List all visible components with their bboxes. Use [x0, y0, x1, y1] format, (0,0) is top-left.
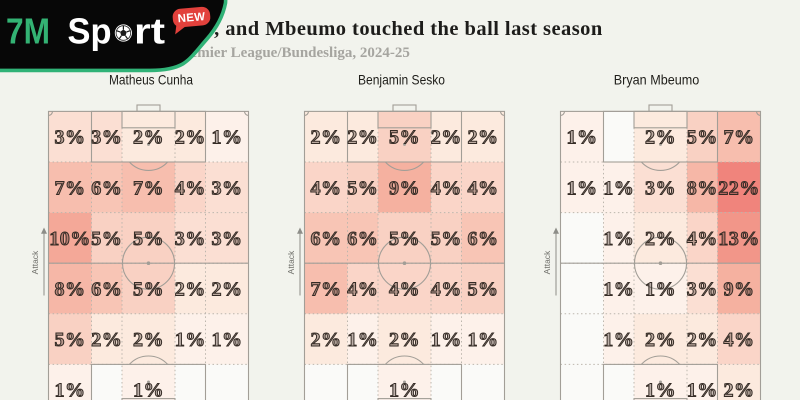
svg-text:2%: 2%: [389, 329, 420, 351]
svg-text:2%: 2%: [311, 329, 342, 351]
svg-text:2%: 2%: [175, 279, 206, 301]
svg-text:3%: 3%: [212, 177, 243, 199]
svg-text:rt: rt: [134, 11, 165, 52]
svg-text:5%: 5%: [468, 279, 499, 301]
svg-text:4%: 4%: [431, 177, 462, 199]
svg-text:1%: 1%: [603, 279, 634, 301]
svg-text:2%: 2%: [347, 127, 378, 149]
svg-text:2%: 2%: [687, 329, 718, 351]
svg-text:1%: 1%: [212, 127, 243, 149]
svg-text:2%: 2%: [431, 127, 462, 149]
svg-text:Attack: Attack: [542, 250, 552, 274]
svg-text:8%: 8%: [687, 177, 718, 199]
svg-text:4%: 4%: [175, 177, 206, 199]
svg-text:5%: 5%: [389, 127, 420, 149]
svg-text:1%: 1%: [603, 329, 634, 351]
svg-text:2%: 2%: [468, 127, 499, 149]
svg-text:1%: 1%: [55, 380, 86, 400]
svg-text:6%: 6%: [91, 279, 122, 301]
svg-text:5%: 5%: [91, 228, 122, 250]
svg-text:NEW: NEW: [177, 11, 206, 25]
svg-text:3%: 3%: [175, 228, 206, 250]
svg-text:Bryan Mbeumo: Bryan Mbeumo: [614, 73, 700, 88]
svg-text:Sp: Sp: [68, 11, 112, 52]
svg-text:7M: 7M: [6, 11, 50, 52]
svg-text:2%: 2%: [133, 127, 164, 149]
svg-text:Attack: Attack: [30, 250, 40, 274]
svg-text:7%: 7%: [133, 177, 164, 199]
svg-text:Benjamin Sesko: Benjamin Sesko: [358, 73, 445, 88]
svg-text:9%: 9%: [724, 279, 755, 301]
svg-text:Attack: Attack: [286, 250, 296, 274]
svg-text:5%: 5%: [347, 177, 378, 199]
svg-text:2%: 2%: [724, 380, 755, 400]
svg-text:5%: 5%: [133, 279, 164, 301]
svg-text:1%: 1%: [603, 228, 634, 250]
svg-text:4%: 4%: [687, 228, 718, 250]
svg-text:2%: 2%: [311, 127, 342, 149]
svg-text:6%: 6%: [468, 228, 499, 250]
svg-text:2%: 2%: [645, 228, 676, 250]
svg-text:2%: 2%: [133, 329, 164, 351]
svg-text:1%: 1%: [567, 127, 598, 149]
svg-text:Matheus Cunha: Matheus Cunha: [109, 73, 193, 88]
svg-text:1%: 1%: [389, 380, 420, 400]
svg-text:1%: 1%: [645, 380, 676, 400]
svg-text:6%: 6%: [91, 177, 122, 199]
svg-text:2%: 2%: [175, 127, 206, 149]
svg-text:5%: 5%: [389, 228, 420, 250]
svg-text:3%: 3%: [91, 127, 122, 149]
svg-text:1%: 1%: [645, 279, 676, 301]
svg-text:1%: 1%: [133, 380, 164, 400]
svg-text:4%: 4%: [389, 279, 420, 301]
svg-text:1%: 1%: [567, 177, 598, 199]
svg-text:6%: 6%: [347, 228, 378, 250]
svg-text:1%: 1%: [212, 329, 243, 351]
svg-text:3%: 3%: [212, 228, 243, 250]
svg-text:6%: 6%: [311, 228, 342, 250]
svg-text:10%: 10%: [49, 228, 91, 250]
svg-text:2%: 2%: [645, 329, 676, 351]
svg-text:3%: 3%: [687, 279, 718, 301]
svg-text:5%: 5%: [431, 228, 462, 250]
svg-text:4%: 4%: [347, 279, 378, 301]
svg-text:7%: 7%: [724, 127, 755, 149]
svg-text:4%: 4%: [724, 329, 755, 351]
svg-text:1%: 1%: [431, 329, 462, 351]
svg-text:5%: 5%: [687, 127, 718, 149]
svg-text:4%: 4%: [431, 279, 462, 301]
svg-text:13%: 13%: [718, 228, 760, 250]
svg-text:7%: 7%: [311, 279, 342, 301]
svg-text:7%: 7%: [55, 177, 86, 199]
svg-text:2%: 2%: [645, 127, 676, 149]
svg-text:1%: 1%: [175, 329, 206, 351]
svg-text:1%: 1%: [603, 177, 634, 199]
svg-text:4%: 4%: [468, 177, 499, 199]
svg-text:1%: 1%: [468, 329, 499, 351]
svg-text:1%: 1%: [687, 380, 718, 400]
svg-text:3%: 3%: [645, 177, 676, 199]
svg-text:22%: 22%: [718, 177, 760, 199]
svg-text:2%: 2%: [91, 329, 122, 351]
svg-text:3%: 3%: [55, 127, 86, 149]
svg-text:4%: 4%: [311, 177, 342, 199]
svg-text:5%: 5%: [133, 228, 164, 250]
svg-text:2%: 2%: [212, 279, 243, 301]
svg-text:8%: 8%: [55, 279, 86, 301]
svg-text:1%: 1%: [347, 329, 378, 351]
svg-text:5%: 5%: [55, 329, 86, 351]
svg-text:9%: 9%: [389, 177, 420, 199]
